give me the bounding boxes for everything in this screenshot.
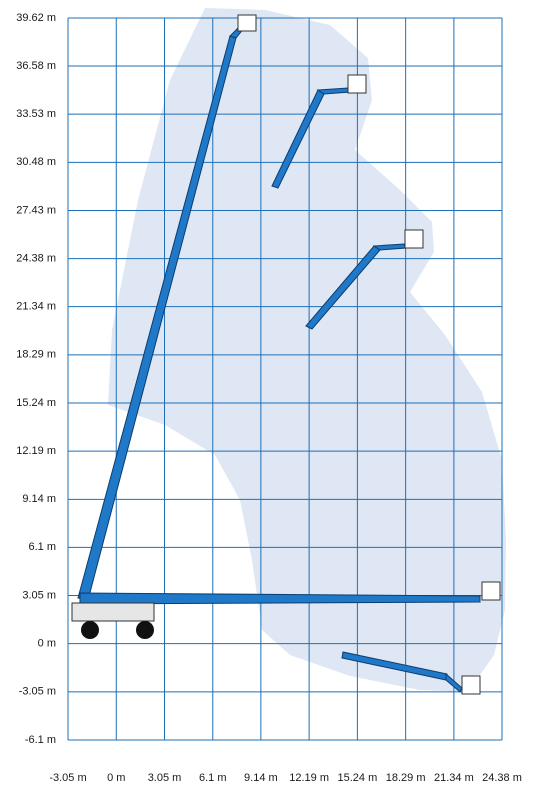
boom-horizontal: [79, 592, 481, 605]
platform: [461, 675, 481, 695]
y-tick-label: 27.43 m: [16, 204, 56, 216]
x-tick-label: 21.34 m: [434, 772, 474, 784]
x-tick-label: 12.19 m: [289, 772, 329, 784]
x-tick-label: 18.29 m: [386, 772, 426, 784]
y-tick-label: -3.05 m: [19, 686, 56, 698]
y-tick-label: 12.19 m: [16, 445, 56, 457]
x-tick-label: -3.05 m: [49, 772, 86, 784]
y-tick-label: 18.29 m: [16, 349, 56, 361]
y-tick-label: 9.14 m: [22, 493, 56, 505]
y-tick-label: -6.1 m: [25, 734, 56, 746]
x-tick-label: 6.1 m: [199, 772, 227, 784]
x-tick-label: 9.14 m: [244, 772, 278, 784]
x-tick-label: 24.38 m: [482, 772, 522, 784]
wheel: [81, 621, 99, 639]
y-tick-label: 6.1 m: [28, 541, 56, 553]
platform: [481, 581, 501, 601]
wheel: [136, 621, 154, 639]
y-tick-label: 24.38 m: [16, 253, 56, 265]
y-tick-label: 21.34 m: [16, 301, 56, 313]
y-tick-label: 15.24 m: [16, 397, 56, 409]
y-tick-label: 33.53 m: [16, 108, 56, 120]
platform: [237, 14, 257, 32]
platform: [404, 229, 424, 249]
jib-below: [445, 672, 463, 693]
booms: [71, 14, 501, 695]
y-tick-label: 36.58 m: [16, 60, 56, 72]
x-tick-label: 0 m: [107, 772, 125, 784]
y-tick-label: 3.05 m: [22, 589, 56, 601]
chassis: [71, 602, 155, 622]
x-tick-label: 15.24 m: [338, 772, 378, 784]
platform: [347, 74, 367, 94]
y-tick-label: 39.62 m: [16, 12, 56, 24]
x-tick-label: 3.05 m: [148, 772, 182, 784]
y-tick-label: 0 m: [38, 638, 56, 650]
work-envelope: [108, 8, 506, 692]
y-tick-label: 30.48 m: [16, 156, 56, 168]
